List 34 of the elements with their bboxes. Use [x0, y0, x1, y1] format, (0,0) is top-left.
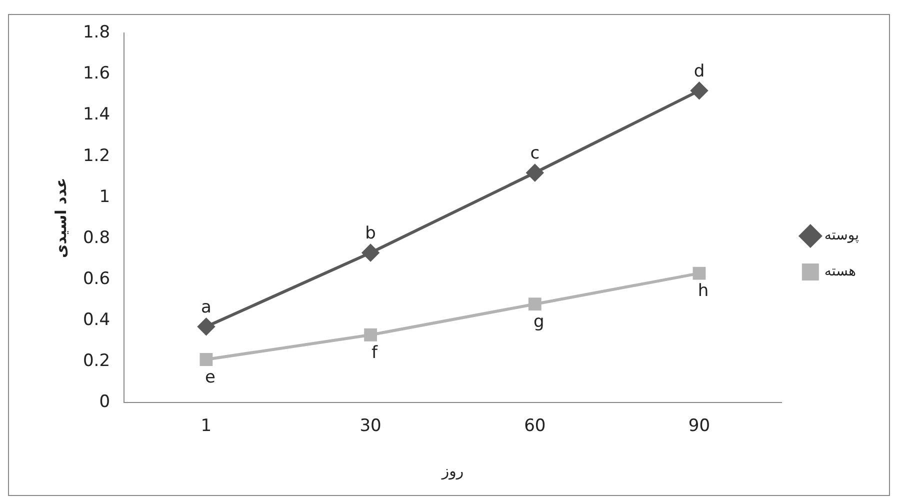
annotation: a	[200, 298, 212, 318]
point	[528, 298, 542, 311]
annotation: d	[694, 62, 705, 82]
y-tick-label: 1	[99, 186, 110, 207]
y-tick-label: 0.6	[82, 268, 110, 289]
x-tick-label: 60	[524, 416, 546, 436]
y-tick-label: 1.2	[82, 146, 110, 166]
y-tick-label: 0	[99, 392, 110, 412]
y-tick-label: 0.2	[82, 350, 110, 371]
point	[526, 164, 544, 182]
annotation: h	[698, 281, 709, 302]
point	[200, 353, 213, 366]
y-tick-label: 1.8	[82, 22, 110, 43]
x-tick-label: 1	[200, 416, 212, 436]
legend-label: پوسته	[824, 228, 860, 244]
y-tick-label: 1.6	[82, 64, 110, 84]
annotation: b	[365, 224, 376, 244]
annotation: f	[372, 342, 379, 363]
point	[198, 318, 215, 336]
x-tick-label: 90	[688, 416, 710, 436]
x-axis-title: روز	[440, 462, 464, 480]
y-tick-label: 0.8	[82, 228, 110, 248]
y-axis-title: عدد اسیدی	[52, 178, 70, 258]
point	[690, 82, 708, 100]
annotation: g	[533, 312, 544, 332]
y-tick-label: 1.4	[82, 104, 110, 125]
x-tick-label: 30	[360, 416, 382, 436]
legend-label: هسته	[824, 264, 856, 280]
annotation: c	[530, 144, 540, 164]
point	[362, 244, 380, 262]
point	[364, 328, 377, 342]
point	[692, 266, 706, 280]
y-tick-label: 0.4	[82, 310, 110, 330]
annotation: e	[204, 367, 216, 388]
